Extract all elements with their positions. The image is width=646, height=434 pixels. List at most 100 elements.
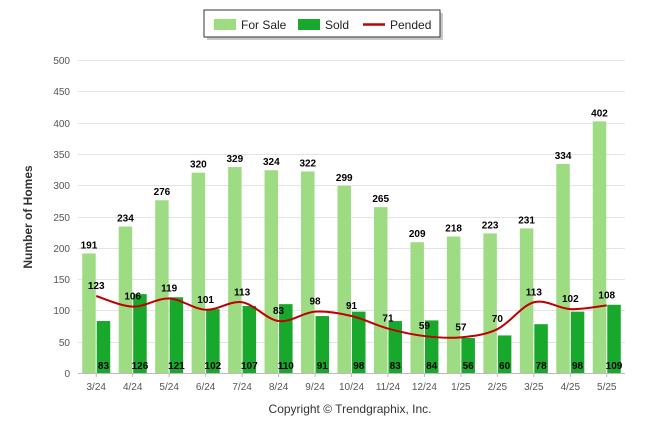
data-label-pended: 106 [124,292,141,303]
y-axis-title: Number of Homes [21,165,35,269]
legend-label-for-sale: For Sale [241,18,287,32]
data-label-pended: 101 [197,295,214,306]
data-label-pended: 119 [161,284,178,295]
y-tick-label: 150 [53,275,70,286]
bar-sold [388,321,402,373]
data-label-for-sale: 234 [117,214,134,225]
bar-for-sale [556,163,570,373]
data-label-for-sale: 402 [591,108,608,119]
data-label-sold: 126 [132,361,149,372]
legend-swatch-sold [298,19,320,30]
x-tick-label: 4/24 [123,382,143,393]
x-tick-label: 3/24 [86,382,106,393]
bar-for-sale [592,121,607,374]
y-tick-label: 450 [53,87,70,98]
bar-sold [169,297,184,373]
data-label-pended: 70 [492,314,504,325]
x-tick-label: 1/25 [451,382,471,393]
y-tick-label: 500 [53,56,70,67]
bar-sold [424,320,439,373]
bar-sold [133,294,147,373]
y-tick-label: 50 [59,338,71,349]
x-tick-label: 6/24 [196,382,216,393]
bar-sold [96,321,111,373]
y-axis: 0 50 100 150 200 250 300 350 400 450 500 [53,56,70,380]
data-label-sold: 83 [98,361,110,372]
y-tick-label: 0 [64,369,70,380]
data-label-sold: 84 [426,361,438,372]
data-label-pended: 108 [598,290,615,301]
data-label-pended: 123 [88,281,105,292]
x-tick-label: 9/24 [305,382,325,393]
x-tick-label: 8/24 [269,382,289,393]
bar-sold [315,316,330,373]
data-label-for-sale: 231 [518,215,535,226]
data-label-sold: 107 [241,361,258,372]
y-tick-label: 250 [53,213,70,224]
data-label-for-sale: 209 [409,229,426,240]
bar-for-sale [118,226,133,373]
bar-sold [570,311,585,373]
x-tick-label: 5/24 [159,382,179,393]
y-tick-label: 200 [53,244,70,255]
bar-for-sale [301,171,315,373]
bar-for-sale [264,170,279,373]
bars [82,121,621,374]
legend-box [203,9,441,38]
legend: For Sale Sold Pended [203,9,443,40]
y-tick-label: 300 [53,181,70,192]
data-label-pended: 113 [234,287,251,298]
data-label-for-sale: 191 [81,240,98,251]
data-label-sold: 110 [278,361,295,372]
data-label-pended: 113 [526,287,543,298]
y-tick-label: 100 [53,306,70,317]
bar-for-sale [519,228,534,373]
data-label-pended: 83 [273,306,285,317]
pended-line-layer [95,295,607,339]
y-tick-label: 350 [53,150,70,161]
x-tick-label: 11/24 [376,382,401,393]
data-label-for-sale: 324 [263,157,280,168]
data-label-sold: 60 [499,361,511,372]
legend-label-pended: Pended [390,18,431,32]
data-label-sold: 109 [606,361,623,372]
x-tick-label: 7/24 [232,382,252,393]
x-tick-label: 3/25 [524,382,544,393]
y-tick-label: 400 [53,119,70,130]
bar-for-sale [446,236,461,373]
bar-for-sale [337,185,351,373]
data-label-for-sale: 299 [336,173,353,184]
bar-for-sale [373,207,388,373]
data-labels: 191 83 234 126 276 121 320 102 329 107 324 110 322 91… [81,108,623,372]
x-tick-label: 5/25 [597,382,617,393]
data-label-pended: 91 [346,301,358,312]
copyright-text: Copyright © Trendgraphix, Inc. [269,402,432,416]
bar-for-sale [155,200,169,373]
x-tick-label: 4/25 [561,382,581,393]
data-label-sold: 98 [572,361,584,372]
pended-line [95,295,607,339]
x-tick-label: 10/24 [339,382,364,393]
bar-for-sale [410,242,424,373]
data-label-for-sale: 329 [227,154,244,165]
bar-for-sale [191,172,206,373]
data-label-for-sale: 265 [372,194,389,205]
data-label-for-sale: 320 [190,160,207,171]
bar-sold [352,311,366,373]
data-label-sold: 91 [317,361,329,372]
bar-sold [607,304,621,373]
bar-sold [534,324,548,373]
bar-for-sale [483,233,497,373]
bar-sold [497,335,512,373]
data-label-sold: 98 [353,361,365,372]
x-tick-label: 12/24 [412,382,437,393]
bar-sold [461,337,475,373]
bar-sold [242,306,257,373]
data-label-pended: 102 [562,294,579,305]
data-label-for-sale: 276 [154,187,171,198]
data-label-sold: 121 [168,361,185,372]
data-label-sold: 56 [463,361,475,372]
bar-for-sale [82,253,96,373]
legend-label-sold: Sold [325,18,349,32]
